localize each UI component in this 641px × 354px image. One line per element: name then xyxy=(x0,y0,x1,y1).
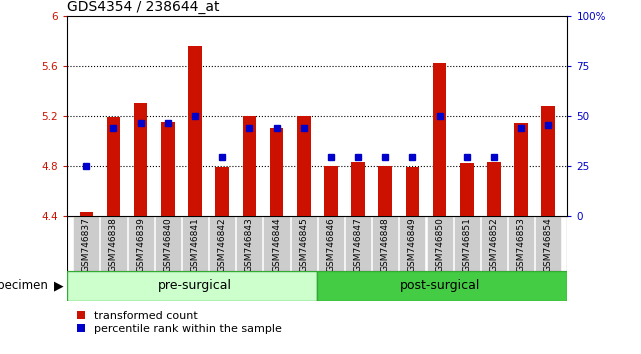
Text: GDS4354 / 238644_at: GDS4354 / 238644_at xyxy=(67,0,220,13)
Bar xyxy=(378,166,392,216)
Bar xyxy=(481,216,507,271)
Bar xyxy=(106,117,121,216)
Text: GSM746847: GSM746847 xyxy=(354,218,363,272)
Bar xyxy=(134,103,147,216)
Text: GSM746852: GSM746852 xyxy=(490,218,499,272)
Text: specimen: specimen xyxy=(0,279,48,292)
Bar xyxy=(188,46,202,216)
Bar xyxy=(460,164,474,216)
Text: GSM746848: GSM746848 xyxy=(381,218,390,272)
Text: GSM746842: GSM746842 xyxy=(218,218,227,272)
Bar xyxy=(209,216,235,271)
Bar xyxy=(263,216,290,271)
Bar xyxy=(237,216,262,271)
Bar xyxy=(215,167,229,216)
Bar xyxy=(399,216,426,271)
Text: GSM746845: GSM746845 xyxy=(299,218,308,272)
Text: GSM746850: GSM746850 xyxy=(435,218,444,273)
Text: GSM746841: GSM746841 xyxy=(190,218,199,272)
Bar xyxy=(297,116,310,216)
Bar xyxy=(242,116,256,216)
Bar xyxy=(487,162,501,216)
Text: GSM746837: GSM746837 xyxy=(82,218,91,273)
Text: post-surgical: post-surgical xyxy=(399,279,479,292)
Text: GSM746849: GSM746849 xyxy=(408,218,417,272)
Bar xyxy=(351,162,365,216)
Bar xyxy=(101,216,126,271)
Text: GSM746846: GSM746846 xyxy=(326,218,335,272)
Text: GSM746844: GSM746844 xyxy=(272,218,281,272)
Bar xyxy=(535,216,562,271)
Bar xyxy=(542,106,555,216)
Bar xyxy=(317,271,567,301)
Text: GSM746851: GSM746851 xyxy=(462,218,471,273)
Legend: transformed count, percentile rank within the sample: transformed count, percentile rank withi… xyxy=(73,307,287,339)
Bar xyxy=(182,216,208,271)
Bar xyxy=(79,212,93,216)
Text: GSM746840: GSM746840 xyxy=(163,218,172,272)
Bar xyxy=(155,216,181,271)
Text: pre-surgical: pre-surgical xyxy=(158,279,232,292)
Bar xyxy=(73,216,99,271)
Text: GSM746843: GSM746843 xyxy=(245,218,254,272)
Bar xyxy=(290,216,317,271)
Bar xyxy=(67,271,317,301)
Bar xyxy=(426,216,453,271)
Bar xyxy=(270,129,283,216)
Text: GSM746839: GSM746839 xyxy=(136,218,145,273)
Bar xyxy=(454,216,479,271)
Bar xyxy=(324,166,338,216)
Bar xyxy=(372,216,398,271)
Bar xyxy=(508,216,534,271)
Bar xyxy=(345,216,371,271)
Bar xyxy=(318,216,344,271)
Text: ▶: ▶ xyxy=(54,279,64,292)
Bar xyxy=(433,63,446,216)
Bar xyxy=(128,216,154,271)
Bar xyxy=(406,167,419,216)
Bar xyxy=(161,122,174,216)
Text: GSM746854: GSM746854 xyxy=(544,218,553,272)
Text: GSM746853: GSM746853 xyxy=(517,218,526,273)
Bar xyxy=(514,124,528,216)
Text: GSM746838: GSM746838 xyxy=(109,218,118,273)
